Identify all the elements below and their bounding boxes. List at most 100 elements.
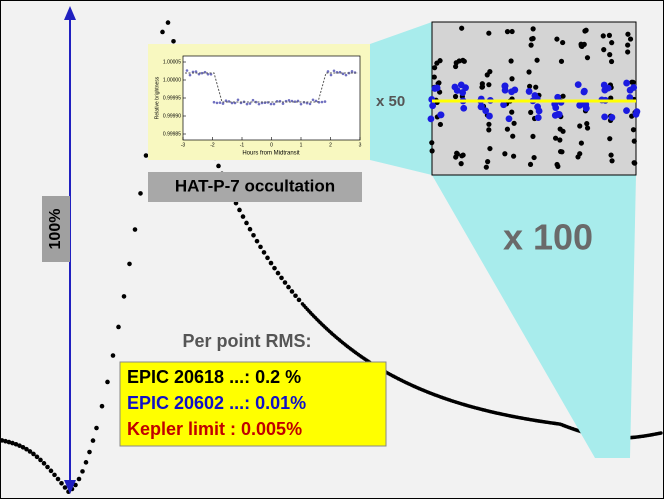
curve-point	[52, 472, 57, 478]
inset-point	[326, 70, 330, 73]
inset-x-tick-label: 0	[270, 142, 273, 148]
zoom-point-black	[560, 93, 566, 99]
zoom-point-blue	[427, 115, 435, 123]
zoom-point-black	[629, 79, 635, 85]
zoom-point-blue	[501, 86, 509, 94]
zoom-small-label: x 50	[376, 93, 405, 110]
inset-point	[188, 73, 192, 77]
inset-point	[224, 99, 228, 103]
zoom-point-blue	[460, 104, 468, 112]
curve-point	[258, 244, 263, 250]
inset-x-tick-label: -2	[210, 142, 215, 148]
inset-point	[329, 73, 333, 77]
zoom-point-blue	[582, 101, 590, 108]
curve-point	[244, 220, 249, 226]
zoom-point-black	[429, 140, 435, 146]
inset-x-tick-label: -1	[240, 142, 245, 148]
curve-point	[99, 403, 105, 409]
zoom-point-blue	[623, 79, 631, 87]
zoom-point-blue	[477, 103, 485, 111]
zoom-point-black	[577, 151, 583, 157]
zoom-point-black	[454, 151, 460, 157]
zoom-point-black	[552, 135, 559, 141]
zoom-wedge-small	[370, 22, 432, 175]
zoom-point-black	[530, 26, 536, 32]
zoom-point-black	[432, 65, 438, 71]
curve-point	[293, 293, 298, 299]
zoom-point-black	[584, 121, 590, 127]
inset-point	[251, 98, 255, 102]
curve-point	[27, 449, 33, 454]
curve-point	[94, 425, 99, 431]
inset-y-tick-label: 0.99995	[163, 95, 181, 101]
zoom-point-blue	[630, 84, 638, 91]
zoom-point-blue	[574, 81, 582, 89]
zoom-point-black	[487, 69, 493, 75]
curve-point	[296, 297, 302, 303]
curve-point	[41, 461, 47, 466]
zoom-point-blue	[525, 88, 533, 95]
zoom-point-black	[554, 36, 560, 42]
curve-point	[282, 280, 288, 285]
zoom-point-blue	[429, 102, 437, 110]
zoom-point-black	[437, 121, 443, 128]
zoom-point-black	[558, 58, 565, 64]
zoom-wedge-large	[432, 175, 636, 458]
zoom-point-blue	[508, 88, 515, 96]
zoom-point-black	[557, 137, 563, 143]
inset-point	[218, 101, 222, 104]
inset-x-tick-label: -3	[181, 142, 186, 148]
inset-x-label: Hours from Midtransit	[242, 151, 300, 157]
zoom-point-black	[509, 109, 515, 115]
inset-point	[185, 69, 189, 72]
inset-point	[341, 72, 345, 76]
zoom-point-black	[625, 31, 631, 37]
inset-y-tick-label: 0.99985	[163, 131, 181, 137]
zoom-point-black	[607, 52, 613, 58]
zoom-point-black	[479, 84, 485, 90]
curve-point	[261, 250, 267, 255]
curve-point	[0, 438, 5, 443]
curve-point	[160, 29, 165, 35]
zoom-point-black	[630, 127, 637, 133]
inset-plot-area	[182, 55, 361, 141]
zoom-point-black	[483, 164, 489, 170]
curve-point	[45, 464, 50, 470]
curve-point	[143, 153, 149, 158]
zoom-point-black	[533, 84, 539, 90]
inset-point	[257, 102, 261, 106]
curve-point	[237, 207, 242, 213]
zoom-point-black	[554, 161, 560, 168]
zoom-point-black	[509, 76, 515, 82]
inset-point	[272, 102, 276, 106]
inset-y-tick-label: 1.00000	[163, 77, 181, 83]
zoom-point-black	[528, 42, 534, 48]
inset-point	[245, 102, 249, 106]
zoom-point-blue	[576, 101, 584, 109]
zoom-point-black	[527, 161, 534, 168]
zoom-point-blue	[551, 100, 559, 108]
zoom-point-blue	[505, 115, 513, 123]
zoom-point-black	[625, 49, 631, 55]
curve-point	[105, 379, 110, 385]
curve-point	[268, 260, 274, 266]
zoom-point-black	[487, 145, 493, 152]
inset-x-tick-label: 1	[300, 142, 303, 148]
inset-point	[323, 100, 327, 103]
inset-plot: 1.00005 1.00000 0.99995 0.99990 0.99985-3 -2 -…	[163, 59, 362, 148]
curve-point	[13, 441, 19, 447]
curve-point	[80, 469, 85, 474]
zoom-point-black	[459, 153, 465, 159]
zoom-point-blue	[554, 93, 562, 101]
curve-point	[240, 214, 246, 219]
zoom-point-black	[530, 35, 536, 42]
curve-point	[110, 353, 116, 358]
zoom-point-blue	[633, 108, 641, 116]
zoom-point-black	[508, 58, 514, 64]
curve-point	[165, 20, 171, 25]
curve-point	[216, 163, 221, 169]
zoom-point-black	[584, 55, 591, 61]
zoom-point-blue	[551, 111, 559, 119]
inset-point	[344, 73, 348, 77]
zoom-point-black	[504, 126, 511, 132]
